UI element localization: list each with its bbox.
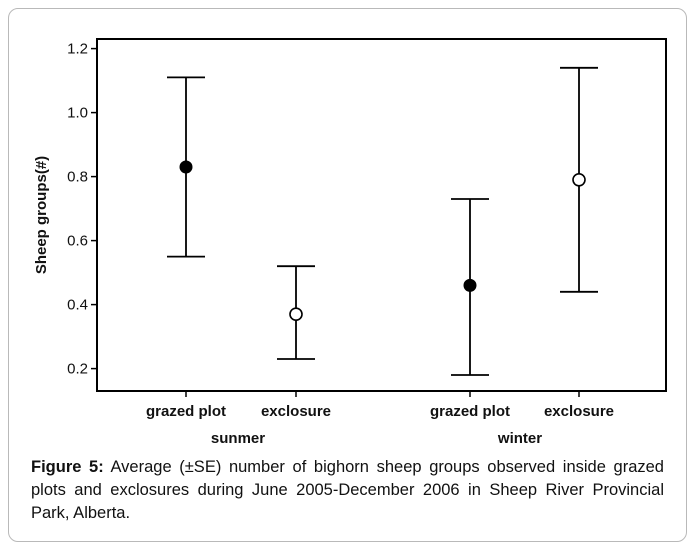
x-group-label: sunmer xyxy=(211,430,265,447)
mean-marker-filled xyxy=(179,160,193,174)
plot-area-border xyxy=(96,38,667,392)
y-tick-label: 0.2 xyxy=(67,361,88,378)
y-tick-label: 0.4 xyxy=(67,297,88,314)
y-axis-label: Sheep groups(#) xyxy=(33,156,50,274)
y-tick-label: 1.2 xyxy=(67,41,88,58)
x-category-label: grazed plot xyxy=(146,403,226,420)
figure-caption-text: Average (±SE) number of bighorn sheep gr… xyxy=(31,458,664,522)
x-group-label: winter xyxy=(497,430,542,447)
figure-caption: Figure 5: Average (±SE) number of bighor… xyxy=(31,456,664,525)
x-category-label: grazed plot xyxy=(430,403,510,420)
mean-marker-open xyxy=(572,173,586,187)
x-category-label: exclosure xyxy=(544,403,614,420)
error-bar-chart: 0.2 0.4 0.6 0.8 1.0 1.2 Sheep groups(#) grazed … xyxy=(33,38,667,447)
mean-marker-filled xyxy=(463,278,477,292)
y-tick-label: 0.8 xyxy=(67,169,88,186)
figure-frame xyxy=(8,8,687,542)
x-category-label: exclosure xyxy=(261,403,331,420)
y-tick-label: 1.0 xyxy=(67,105,88,122)
figure-caption-label: Figure 5: xyxy=(31,458,104,476)
mean-marker-open xyxy=(289,307,303,322)
y-tick-label: 0.6 xyxy=(67,233,88,250)
